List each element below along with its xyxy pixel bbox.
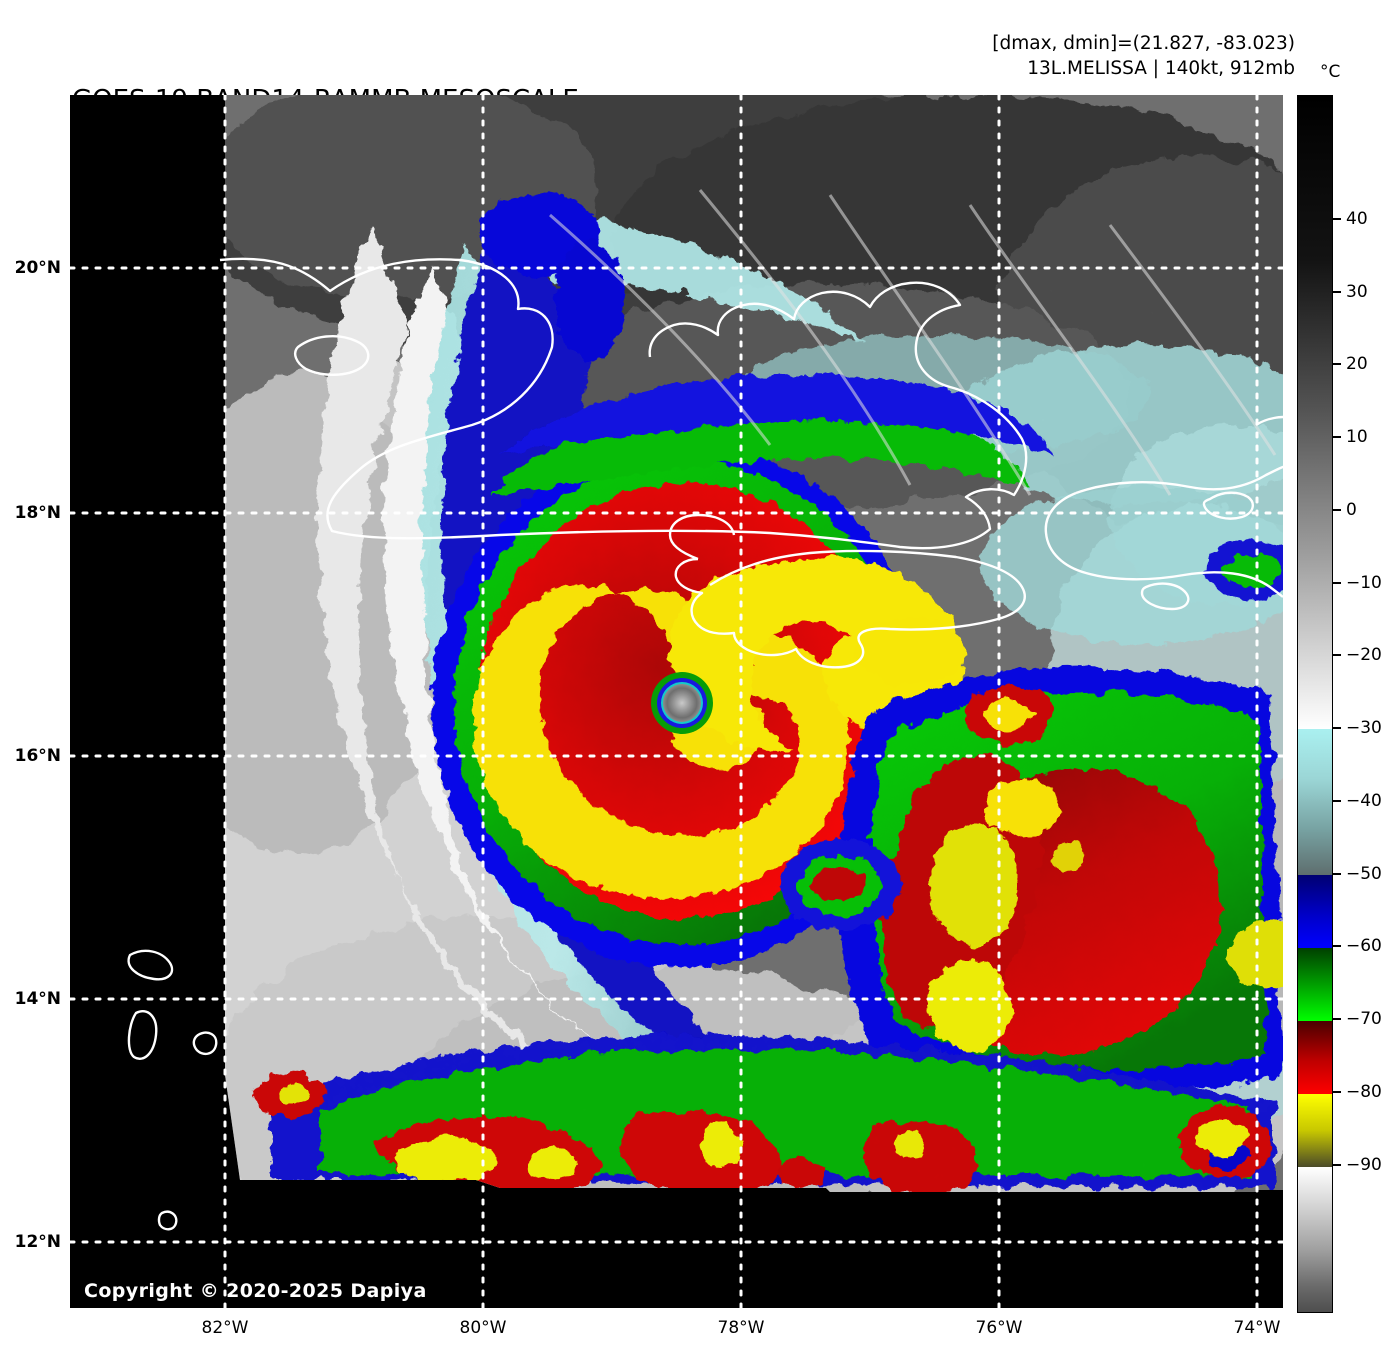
coastline-overlay — [127, 257, 1283, 1231]
lon-tick-76w: 76°W — [975, 1318, 1023, 1338]
colorbar-unit-label: °C — [1320, 62, 1341, 82]
cbar-label-30: 30 — [1346, 282, 1368, 302]
lon-tick-78w: 78°W — [717, 1318, 765, 1338]
cbar-label-0: 0 — [1346, 500, 1357, 520]
lon-tick-74w: 74°W — [1233, 1318, 1281, 1338]
copyright-notice: Copyright © 2020-2025 Dapiya — [84, 1280, 427, 1302]
metadata-block: [dmax, dmin]=(21.827, -83.023) 13L.MELIS… — [992, 32, 1295, 82]
dmax-dmin-label: [dmax, dmin]=(21.827, -83.023) — [992, 33, 1295, 54]
lat-tick-18n: 18°N — [14, 503, 61, 523]
cbar-label-10: 10 — [1346, 427, 1368, 447]
storm-info-label: 13L.MELISSA | 140kt, 912mb — [1027, 57, 1295, 79]
cbar-label-20: 20 — [1346, 354, 1368, 374]
lon-tick-82w: 82°W — [201, 1318, 249, 1338]
cbar-tick-10 — [1333, 436, 1341, 438]
cbar-label-m10: −10 — [1346, 573, 1382, 593]
cbar-tick-m20 — [1333, 654, 1341, 656]
cbar-tick-m30 — [1333, 727, 1341, 729]
cbar-tick-40 — [1333, 218, 1341, 220]
cbar-tick-m10 — [1333, 582, 1341, 584]
cbar-tick-m70 — [1333, 1018, 1341, 1020]
cbar-label-m90: −90 — [1346, 1155, 1382, 1175]
cbar-tick-m60 — [1333, 945, 1341, 947]
lon-tick-80w: 80°W — [459, 1318, 507, 1338]
cbar-tick-20 — [1333, 363, 1341, 365]
cbar-tick-m80 — [1333, 1091, 1341, 1093]
lat-tick-12n: 12°N — [14, 1232, 61, 1252]
ir-brightness-field — [225, 95, 1283, 1192]
cbar-label-m40: −40 — [1346, 791, 1382, 811]
cbar-tick-m40 — [1333, 800, 1341, 802]
cbar-label-m60: −60 — [1346, 936, 1382, 956]
cbar-tick-0 — [1333, 509, 1341, 511]
satellite-map[interactable] — [70, 95, 1283, 1308]
cbar-label-40: 40 — [1346, 209, 1368, 229]
cbar-tick-m90 — [1333, 1164, 1341, 1166]
lat-tick-16n: 16°N — [14, 746, 61, 766]
cbar-label-m30: −30 — [1346, 718, 1382, 738]
lat-tick-14n: 14°N — [14, 989, 61, 1009]
cbar-label-m20: −20 — [1346, 645, 1382, 665]
cbar-tick-m50 — [1333, 873, 1341, 875]
colorbar-gradient — [1298, 96, 1332, 1312]
cbar-tick-30 — [1333, 291, 1341, 293]
cbar-label-m70: −70 — [1346, 1009, 1382, 1029]
cbar-label-m80: −80 — [1346, 1082, 1382, 1102]
satellite-image — [70, 95, 1283, 1308]
colorbar[interactable] — [1297, 95, 1333, 1313]
lat-tick-20n: 20°N — [14, 258, 61, 278]
cbar-label-m50: −50 — [1346, 864, 1382, 884]
